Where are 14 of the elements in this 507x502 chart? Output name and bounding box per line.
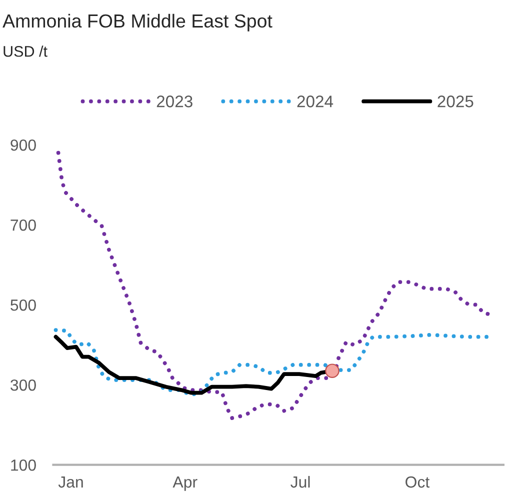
y-tick-label: 300 [10,379,36,391]
y-tick-label: 500 [10,299,36,311]
y-tick-label: 900 [10,139,36,151]
x-tick-label: Oct [406,476,430,488]
x-tick-label: Jan [58,476,83,488]
legend-label: 2024 [297,96,334,108]
legend-label: 2025 [438,96,474,108]
y-tick-label: 100 [11,459,36,471]
y-tick-label: 700 [10,219,36,231]
legend-label: 2023 [156,96,192,108]
text: USD /t [4,46,48,57]
chart-title: Ammonia FOB Middle East Spot [2,14,272,32]
x-tick-label: Apr [172,476,198,491]
x-tick-label: Jul [290,476,310,488]
